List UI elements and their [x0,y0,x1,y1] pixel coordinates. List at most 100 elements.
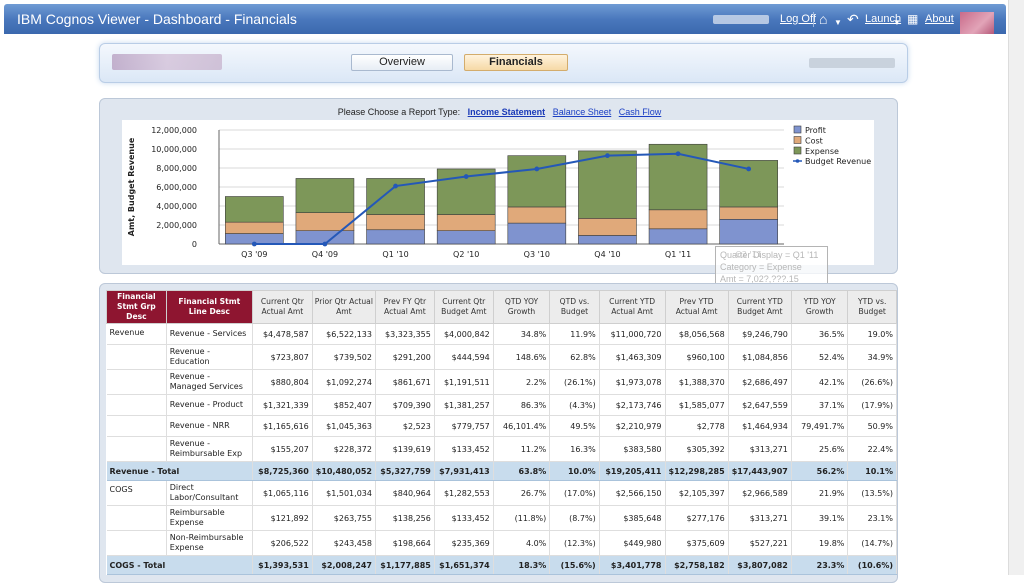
value-cell: $779,757 [434,415,494,437]
column-header[interactable]: Financial Stmt Grp Desc [106,290,167,324]
value-cell: 25.6% [791,436,849,462]
group-cell [106,415,167,437]
column-header[interactable]: Current YTD Budget Amt [727,290,792,324]
bar-segment [225,221,284,234]
value-cell: 23.3% [791,555,849,575]
value-cell: $1,282,553 [434,480,494,506]
legend-label: Budget Revenue [805,157,871,166]
value-cell: 19.0% [847,323,897,345]
x-tick-label: Q3 '09 [241,250,267,259]
line-desc-cell: Revenue - Product [166,394,253,416]
value-cell: 39.1% [791,505,849,531]
column-header[interactable]: Current Qtr Actual Amt [251,290,313,324]
value-cell: $17,443,907 [728,461,792,481]
column-header[interactable]: Financial Stmt Line Desc [165,290,253,324]
value-cell: $1,651,374 [434,555,494,575]
home-dropdown-icon[interactable]: ▼ [834,18,842,27]
column-header[interactable]: YTD vs. Budget [847,290,897,324]
value-cell: $1,381,257 [434,394,494,416]
value-cell: 42.1% [791,369,849,395]
column-header[interactable]: QTD vs. Budget [549,290,600,324]
value-cell: $960,100 [665,344,729,370]
bar-segment [507,155,567,208]
value-cell: $7,931,413 [434,461,494,481]
group-cell [106,530,167,556]
value-cell: $3,401,778 [599,555,666,575]
column-header[interactable]: Prior Qtr Actual Amt [311,290,376,324]
y-tick-label: 0 [192,240,197,249]
value-cell: $2,647,559 [728,394,792,416]
value-cell: 34.8% [493,323,551,345]
table-total-row: COGS - Total $1,393,531 $2,008,247 $1,177,8… [106,555,897,575]
budget-revenue-point [393,183,398,189]
column-header[interactable]: QTD YOY Growth [492,290,551,324]
table-row: COGS Direct Labor/Consultant $1,065,116 $1,… [106,480,897,506]
value-cell: (15.6%) [549,555,600,575]
x-tick-label: Q1 '11 [665,250,691,259]
value-cell: $4,000,842 [434,323,494,345]
tooltip-line: Amt = 7,02?,???.15 [720,274,799,284]
report-type-cash-flow[interactable]: Cash Flow [618,107,662,117]
value-cell: $2,778 [665,415,729,437]
about-link[interactable]: About [925,13,954,25]
value-cell: $1,463,309 [599,344,666,370]
table-body: Revenue Revenue - Services $4,478,587 $6,52… [106,323,897,575]
value-cell: 19.8% [791,530,849,556]
bar-segment [507,206,567,224]
value-cell: $723,807 [252,344,313,370]
value-cell: $313,271 [728,505,792,531]
value-cell: $383,580 [599,436,666,462]
launch-dropdown-icon[interactable]: ▼ [893,18,901,27]
line-desc-cell: Direct Labor/Consultant [166,480,253,506]
date-blurred [809,58,895,68]
tab-financials[interactable]: Financials [464,54,568,71]
y-axis-label: Amt, Budget Revenue [127,137,136,236]
value-cell: 37.1% [791,394,849,416]
about-icon[interactable]: ▦ [907,12,919,26]
value-cell: 62.8% [549,344,600,370]
legend-line-marker [795,159,800,163]
column-header[interactable]: YTD YOY Growth [790,290,849,324]
column-header[interactable]: Current YTD Actual Amt [598,290,666,324]
bar-segment [295,178,355,213]
budget-revenue-point [251,241,257,247]
column-header[interactable]: Current Qtr Budget Amt [433,290,494,324]
table-header-row: Financial Stmt Grp Desc Financial Stmt Li… [106,290,897,324]
value-cell: 46,101.4% [493,415,551,437]
report-type-balance-sheet[interactable]: Balance Sheet [552,107,612,117]
value-cell: $2,686,497 [728,369,792,395]
value-cell: $277,176 [665,505,729,531]
value-cell: $2,173,746 [599,394,666,416]
bar-segment [578,218,637,236]
value-cell: $11,000,720 [599,323,666,345]
chart-panel: Please Choose a Report Type: Income Stat… [99,98,898,286]
tab-overview[interactable]: Overview [351,54,453,71]
legend-label: Cost [805,137,823,146]
value-cell: $133,452 [434,436,494,462]
value-cell: $1,464,934 [728,415,792,437]
home-icon[interactable]: ⌂ [819,11,828,27]
value-cell: $2,966,589 [728,480,792,506]
value-cell: $5,327,759 [375,461,435,481]
bar-segment [366,214,425,231]
value-cell: $1,177,885 [375,555,435,575]
value-cell: $1,065,116 [252,480,313,506]
logoff-link[interactable]: Log Off [780,13,816,25]
report-type-prompt: Please Choose a Report Type: [337,107,461,117]
report-type-income-statement[interactable]: Income Statement [467,107,546,117]
value-cell: $1,084,856 [728,344,792,370]
launch-menu[interactable]: Launch [865,13,902,25]
value-cell: (17.0%) [549,480,600,506]
y-tick-label: 10,000,000 [151,145,197,154]
table-row: Revenue - Product $1,321,339 $852,407 $709,… [106,394,897,416]
column-header[interactable]: Prev FY Qtr Actual Amt [374,290,435,324]
x-tick-label: Q1 '10 [382,250,408,259]
y-tick-label: 2,000,000 [156,221,197,230]
value-cell: $6,522,133 [312,323,376,345]
return-icon[interactable]: ↶ [847,11,859,27]
group-cell [106,436,167,462]
column-header[interactable]: Prev YTD Actual Amt [664,290,729,324]
budget-revenue-point [463,174,469,179]
vertical-scrollbar[interactable] [1008,0,1024,575]
bar-segment [507,222,567,245]
